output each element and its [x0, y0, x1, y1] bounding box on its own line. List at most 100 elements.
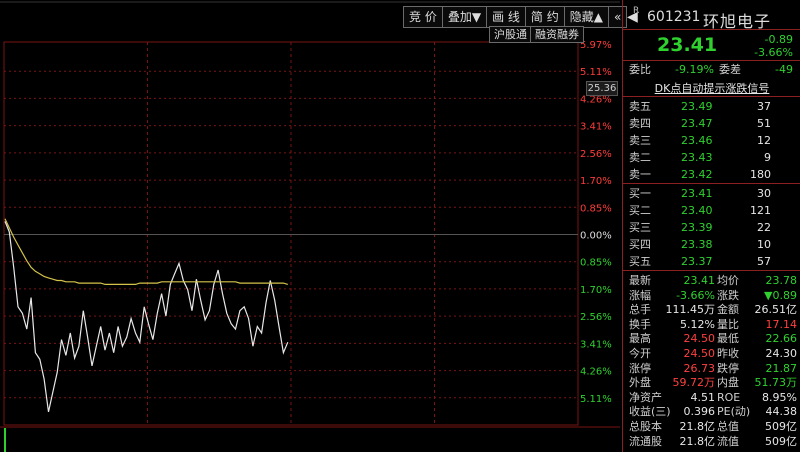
bid-row: 买二 23.40 121	[623, 203, 800, 218]
stat-label: 今开	[629, 347, 651, 360]
stat-label: 昨收	[717, 347, 739, 360]
simple-button[interactable]: 简 约	[524, 6, 565, 28]
stat-label: 内盘	[717, 376, 739, 390]
stat-row: 最高 24.50 最低 22.66	[623, 331, 800, 346]
stat-label: 总股本	[629, 420, 662, 433]
pct-tick-label: 4.26%	[580, 367, 612, 378]
weicha-value: -49	[775, 63, 793, 76]
ask-price: 23.43	[681, 151, 713, 164]
bid-price: 23.41	[681, 187, 713, 200]
stat-value: 5.12%	[680, 317, 715, 331]
stat-row: 今开 24.50 昨收 24.30	[623, 346, 800, 361]
ask-price: 23.46	[681, 134, 713, 147]
ask-row: 卖三 23.46 12	[623, 133, 800, 148]
bid-label: 买二	[629, 204, 651, 217]
hk-connect-button[interactable]: 沪股通	[489, 26, 532, 43]
stat-label: 涨停	[629, 361, 651, 375]
bid-row: 买四 23.38 10	[623, 237, 800, 252]
ask-row: 卖二 23.43 9	[623, 150, 800, 165]
ask-volume: 37	[757, 100, 771, 113]
bid-label: 买三	[629, 221, 651, 234]
ask-label: 卖五	[629, 100, 651, 113]
stat-label: 涨幅	[629, 288, 651, 302]
stat-value: 22.66	[765, 332, 798, 346]
pct-tick-label: 3.41%	[580, 122, 612, 133]
stat-value: 23.78	[765, 274, 798, 287]
stat-value: 21.8亿	[679, 420, 716, 433]
chart-toolbar: 竞 价 叠加▼ 画 线 简 约 隐藏▲ «	[403, 6, 628, 28]
divider	[623, 60, 800, 61]
stat-value: 51.73万	[754, 376, 798, 390]
bid-label: 买四	[629, 238, 651, 251]
intraday-chart[interactable]: 5.97% 5.11% 4.26% 3.41% 2.56% 1.70% 0.85% 0.00%…	[0, 0, 620, 452]
stat-value: 509亿	[765, 420, 797, 433]
stat-value: 111.45万	[665, 303, 716, 317]
ask-row: 卖一 23.42 180	[623, 167, 800, 182]
back-arrow-icon[interactable]: ◀	[627, 9, 638, 25]
price-change: -0.89	[764, 33, 793, 46]
stat-value: 509亿	[765, 434, 797, 448]
stat-label: 涨跌	[717, 288, 739, 302]
ask-label: 卖一	[629, 168, 651, 181]
ask-price: 23.49	[681, 100, 713, 113]
bid-row: 买五 23.37 57	[623, 254, 800, 269]
stat-value: 23.41	[683, 274, 716, 287]
ask-row: 卖五 23.49 37	[623, 99, 800, 114]
pct-tick-label: 4.26%	[580, 94, 612, 105]
stock-header: ◀ R 601231 环旭电子	[627, 6, 799, 31]
pct-tick-label: 0.00%	[580, 231, 612, 242]
stat-value: 21.8亿	[679, 434, 716, 448]
volume-bar	[4, 428, 6, 452]
stat-value: 59.72万	[672, 376, 716, 390]
divider	[623, 270, 800, 271]
bid-price: 23.39	[681, 221, 713, 234]
pct-tick-label: 1.70%	[580, 285, 612, 296]
bid-volume: 121	[750, 204, 771, 217]
quote-panel: ◀ R 601231 环旭电子 23.41 -0.89 -3.66% 委比 -9…	[622, 0, 800, 452]
ask-label: 卖四	[629, 117, 651, 130]
ask-label: 卖二	[629, 151, 651, 164]
pct-tick-label: 5.11%	[580, 394, 612, 405]
stat-label: 跌停	[717, 361, 739, 375]
draw-line-button[interactable]: 画 线	[486, 6, 526, 28]
stat-row: 净资产 4.51 ROE 8.95%	[623, 390, 800, 405]
stat-value: 24.50	[683, 347, 716, 360]
avg-price-line	[4, 218, 288, 285]
dk-signal-link[interactable]: DK点自动提示涨跌信号	[654, 82, 770, 95]
stat-row: 涨幅 -3.66% 涨跌 ▼0.89	[623, 288, 800, 303]
divider	[623, 183, 800, 184]
hide-button[interactable]: 隐藏▲	[563, 6, 609, 28]
pct-tick-label: 5.97%	[580, 40, 612, 51]
stat-label: 金额	[717, 303, 739, 317]
stock-code: 601231	[647, 9, 701, 25]
pct-tick-label: 2.56%	[580, 312, 612, 323]
ask-price: 23.42	[681, 168, 713, 181]
stat-label: 外盘	[629, 376, 651, 390]
stat-value: 0.396	[683, 405, 716, 419]
stat-row: 总股本 21.8亿 总值 509亿	[623, 419, 800, 434]
current-price-tag: 25.36	[586, 81, 618, 96]
overlay-button[interactable]: 叠加▼	[441, 6, 488, 28]
weicha-label: 委差	[719, 63, 741, 76]
ask-volume: 51	[757, 117, 771, 130]
stat-label: 最高	[629, 332, 651, 346]
stat-row: 换手 5.12% 量比 17.14	[623, 317, 800, 332]
weibi-row: 委比 -9.19% 委差 -49	[623, 62, 800, 77]
pct-tick-label: 5.11%	[580, 67, 612, 78]
stat-row: 最新 23.41 均价 23.78	[623, 273, 800, 288]
stat-label: 总值	[717, 420, 739, 433]
bid-price: 23.40	[681, 204, 713, 217]
stat-value: 44.38	[765, 405, 798, 419]
divider	[623, 29, 800, 30]
bid-row: 买一 23.41 30	[623, 186, 800, 201]
last-price: 23.41	[657, 34, 718, 56]
auction-button[interactable]: 竞 价	[403, 6, 443, 28]
stat-label: 流值	[717, 434, 739, 448]
stat-label: 换手	[629, 317, 651, 331]
bid-price: 23.37	[681, 255, 713, 268]
margin-trading-button[interactable]: 融资融券	[530, 26, 584, 43]
pct-tick-label: 3.41%	[580, 339, 612, 350]
stat-row: 流通股 21.8亿 流值 509亿	[623, 434, 800, 449]
stat-value: ▼0.89	[764, 288, 797, 302]
stat-value: 4.51	[690, 390, 716, 404]
